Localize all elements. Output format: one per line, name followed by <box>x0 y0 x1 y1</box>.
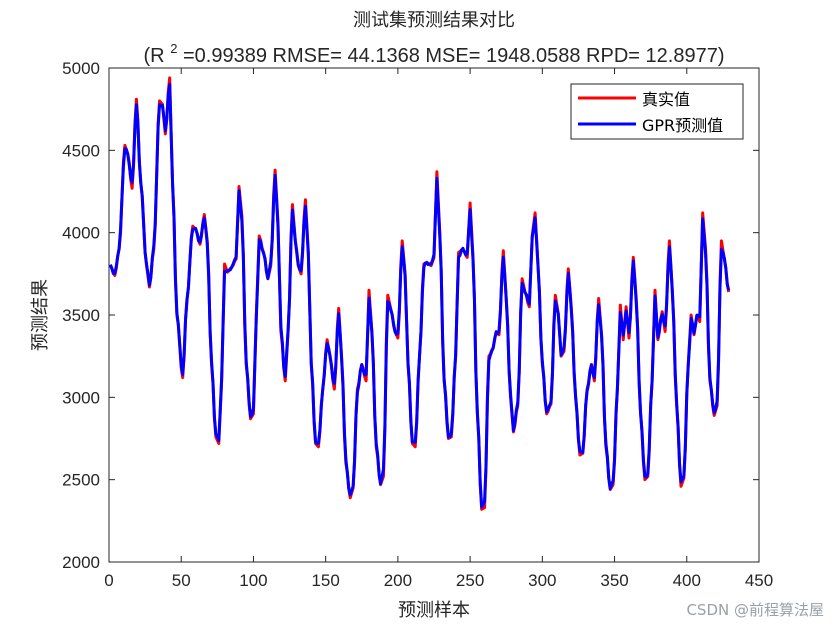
legend: 真实值 GPR预测值 <box>570 83 744 140</box>
x-tick-label: 250 <box>456 571 484 590</box>
chart-title-line1: 测试集预测结果对比 <box>353 10 515 31</box>
plot-area <box>108 67 760 563</box>
y-axis: 2000 2500 3000 3500 4000 4500 5000 <box>62 59 759 572</box>
y-tick-label: 3500 <box>62 306 100 325</box>
x-tick-label: 350 <box>600 571 628 590</box>
title-r-superscript: 2 <box>170 41 177 56</box>
x-axis: 0 50 100 150 200 250 300 350 400 450 <box>104 68 773 590</box>
x-tick-label: 400 <box>673 571 701 590</box>
x-tick-label: 300 <box>528 571 556 590</box>
title-r-prefix: (R <box>144 45 165 67</box>
title-metrics: =0.99389 RMSE= 44.1368 MSE= 1948.0588 RP… <box>183 45 725 67</box>
x-tick-label: 200 <box>384 571 412 590</box>
y-tick-label: 3000 <box>62 388 100 407</box>
legend-label-gpr: GPR预测值 <box>642 116 723 135</box>
y-tick-label: 2000 <box>62 553 100 572</box>
x-tick-label: 150 <box>311 571 339 590</box>
y-axis-label: 预测结果 <box>30 279 51 351</box>
y-tick-label: 4000 <box>62 224 100 243</box>
y-tick-label: 4500 <box>62 141 100 160</box>
x-tick-label: 0 <box>104 571 113 590</box>
watermark: CSDN @前程算法屋 <box>686 601 824 619</box>
series-lines <box>109 76 731 511</box>
legend-label-true: 真实值 <box>642 90 690 109</box>
x-tick-label: 450 <box>745 571 773 590</box>
x-axis-label: 预测样本 <box>398 600 470 621</box>
chart-title-line2: (R 2 =0.99389 RMSE= 44.1368 MSE= 1948.05… <box>144 36 725 67</box>
series-line-gpr <box>109 82 731 509</box>
y-tick-label: 2500 <box>62 471 100 490</box>
x-tick-label: 100 <box>239 571 267 590</box>
y-tick-label: 5000 <box>62 59 100 78</box>
legend-box <box>570 83 744 140</box>
x-tick-label: 50 <box>172 571 191 590</box>
